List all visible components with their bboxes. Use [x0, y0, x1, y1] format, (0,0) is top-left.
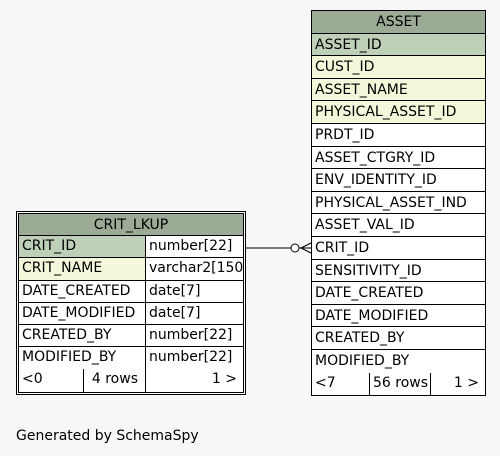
asset-column-row[interactable]: ASSET_CTGRY_ID — [312, 147, 485, 170]
asset-table-title[interactable]: ASSET — [376, 14, 421, 30]
crit-lkup-column-row[interactable]: MODIFIED_BY number[22] — [19, 347, 243, 370]
asset-column-row[interactable]: PHYSICAL_ASSET_ID — [312, 101, 485, 124]
asset-column-name[interactable]: CRIT_ID — [315, 239, 370, 256]
asset-footer-parents[interactable]: 1 > — [453, 374, 479, 391]
asset-footer-children[interactable]: <7 — [315, 374, 336, 391]
crit-lkup-column-row[interactable]: CRIT_NAME varchar2[150] — [19, 258, 243, 281]
generated-by-label: Generated by SchemaSpy — [16, 428, 199, 444]
asset-column-name[interactable]: MODIFIED_BY — [315, 352, 410, 369]
crit-lkup-table-header[interactable]: CRIT_LKUP — [19, 214, 243, 237]
crit-lkup-table-title[interactable]: CRIT_LKUP — [93, 217, 169, 233]
crit-lkup-table[interactable]: CRIT_LKUP CRIT_ID number[22] CRIT_NAME varc… — [16, 211, 246, 395]
crow-foot-upper — [300, 242, 312, 249]
asset-column-row[interactable]: ENV_IDENTITY_ID — [312, 169, 485, 192]
crit-footer-parents[interactable]: 1 > — [211, 371, 237, 388]
asset-column-row[interactable]: SENSITIVITY_ID — [312, 260, 485, 283]
asset-column-name[interactable]: ASSET_CTGRY_ID — [315, 149, 436, 166]
asset-column-row[interactable]: ASSET_VAL_ID — [312, 214, 485, 237]
zero-cardinality-circle — [290, 243, 300, 253]
crow-foot-lower — [300, 247, 312, 254]
crit-lkup-column-name[interactable]: CRIT_ID — [19, 236, 145, 258]
asset-column-name[interactable]: ASSET_NAME — [315, 81, 408, 98]
crit-lkup-column-type: varchar2[150] — [149, 260, 243, 277]
asset-column-row[interactable]: DATE_MODIFIED — [312, 305, 485, 328]
crit-lkup-column-name[interactable]: MODIFIED_BY — [22, 349, 117, 366]
asset-table-header[interactable]: ASSET — [312, 11, 485, 34]
asset-column-name[interactable]: DATE_CREATED — [315, 285, 424, 302]
asset-column-row[interactable]: CREATED_BY — [312, 327, 485, 350]
asset-column-name[interactable]: PHYSICAL_ASSET_ID — [315, 104, 457, 121]
asset-table[interactable]: ASSET ASSET_ID CUST_ID ASSET_NAME PHYSICAL_… — [311, 10, 486, 397]
asset-column-name[interactable]: CREATED_BY — [315, 330, 405, 347]
crit-lkup-column-name[interactable]: DATE_CREATED — [22, 282, 131, 299]
asset-column-name[interactable]: PRDT_ID — [315, 126, 375, 143]
crit-lkup-column-type: number[22] — [149, 238, 233, 255]
asset-column-row[interactable]: ASSET_ID — [312, 33, 485, 57]
asset-column-row[interactable]: MODIFIED_BY — [312, 350, 485, 373]
asset-column-name[interactable]: CUST_ID — [315, 59, 375, 76]
asset-column-row[interactable]: CUST_ID — [312, 56, 485, 79]
crit-lkup-column-type: number[22] — [149, 349, 233, 366]
asset-column-row[interactable]: ASSET_NAME — [312, 78, 485, 102]
crit-lkup-column-name[interactable]: CREATED_BY — [22, 326, 112, 343]
asset-column-name[interactable]: ENV_IDENTITY_ID — [315, 172, 437, 189]
crit-footer-children[interactable]: <0 — [22, 371, 43, 388]
asset-column-name[interactable]: DATE_MODIFIED — [315, 307, 429, 324]
asset-column-row[interactable]: PHYSICAL_ASSET_IND — [312, 192, 485, 215]
asset-column-row[interactable]: DATE_CREATED — [312, 282, 485, 305]
asset-column-row[interactable]: PRDT_ID — [312, 124, 485, 147]
crit-lkup-column-row[interactable]: DATE_MODIFIED date[7] — [19, 302, 243, 325]
asset-column-name[interactable]: PHYSICAL_ASSET_IND — [315, 194, 467, 211]
crit-lkup-table-footer: <0 4 rows 1 > — [19, 369, 243, 392]
crit-lkup-column-name[interactable]: DATE_MODIFIED — [22, 304, 136, 321]
crit-lkup-column-row[interactable]: DATE_CREATED date[7] — [19, 280, 243, 303]
crit-footer-rowcount: 4 rows — [91, 371, 138, 388]
asset-column-name[interactable]: SENSITIVITY_ID — [315, 262, 422, 279]
crit-lkup-column-row[interactable]: CREATED_BY number[22] — [19, 324, 243, 348]
crit-lkup-column-name[interactable]: CRIT_NAME — [19, 258, 145, 280]
crit-lkup-column-type: date[7] — [149, 282, 201, 299]
crit-lkup-column-row[interactable]: CRIT_ID number[22] — [19, 236, 243, 259]
crit-lkup-column-type: date[7] — [149, 304, 201, 321]
asset-table-footer: <7 56 rows 1 > — [312, 372, 485, 396]
crit-lkup-column-type: number[22] — [149, 326, 233, 343]
asset-column-row[interactable]: CRIT_ID — [312, 237, 485, 260]
asset-column-name[interactable]: ASSET_VAL_ID — [315, 217, 415, 234]
asset-footer-rowcount: 56 rows — [373, 374, 429, 391]
asset-column-name[interactable]: ASSET_ID — [315, 36, 382, 53]
